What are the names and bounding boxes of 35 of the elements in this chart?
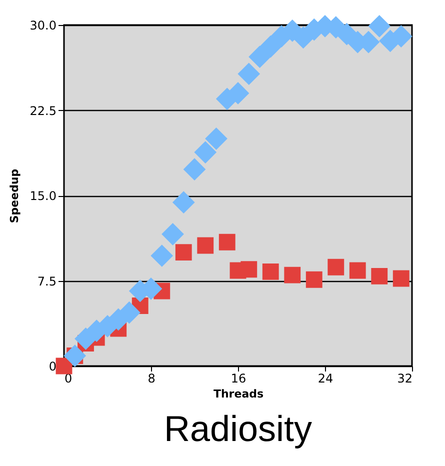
point xyxy=(284,266,301,284)
y-tick-label: 7.5 xyxy=(37,274,56,288)
point xyxy=(248,46,271,68)
x-tick-label: 8 xyxy=(148,372,156,386)
point xyxy=(349,262,366,279)
point xyxy=(240,261,258,278)
point xyxy=(371,268,388,284)
point xyxy=(194,141,217,164)
x-tick-label: 16 xyxy=(230,372,246,386)
point xyxy=(162,222,184,246)
point xyxy=(392,270,410,287)
point xyxy=(197,237,214,254)
text: Radiosity xyxy=(164,408,312,449)
point xyxy=(259,35,282,58)
y-tick-label: 30.0 xyxy=(30,18,56,32)
x-axis-title: Threads xyxy=(213,388,264,400)
y-tick-label: 15.0 xyxy=(30,189,56,203)
point xyxy=(328,258,344,276)
y-tick-label: 22.5 xyxy=(30,104,56,118)
x-tick-label: 24 xyxy=(318,372,334,386)
x-tick-label: 0 xyxy=(64,372,72,386)
y-tick-label: 0 xyxy=(48,360,56,374)
x-tick-label: 32 xyxy=(397,372,412,386)
point xyxy=(172,191,195,214)
point xyxy=(262,263,279,280)
point xyxy=(368,14,391,38)
y-axis-title: Speedup xyxy=(8,168,21,224)
point xyxy=(218,234,236,250)
point xyxy=(183,158,206,181)
point xyxy=(306,271,322,288)
point xyxy=(150,244,174,267)
point xyxy=(238,62,260,86)
point xyxy=(118,301,140,324)
point xyxy=(205,127,228,150)
point xyxy=(175,244,192,261)
